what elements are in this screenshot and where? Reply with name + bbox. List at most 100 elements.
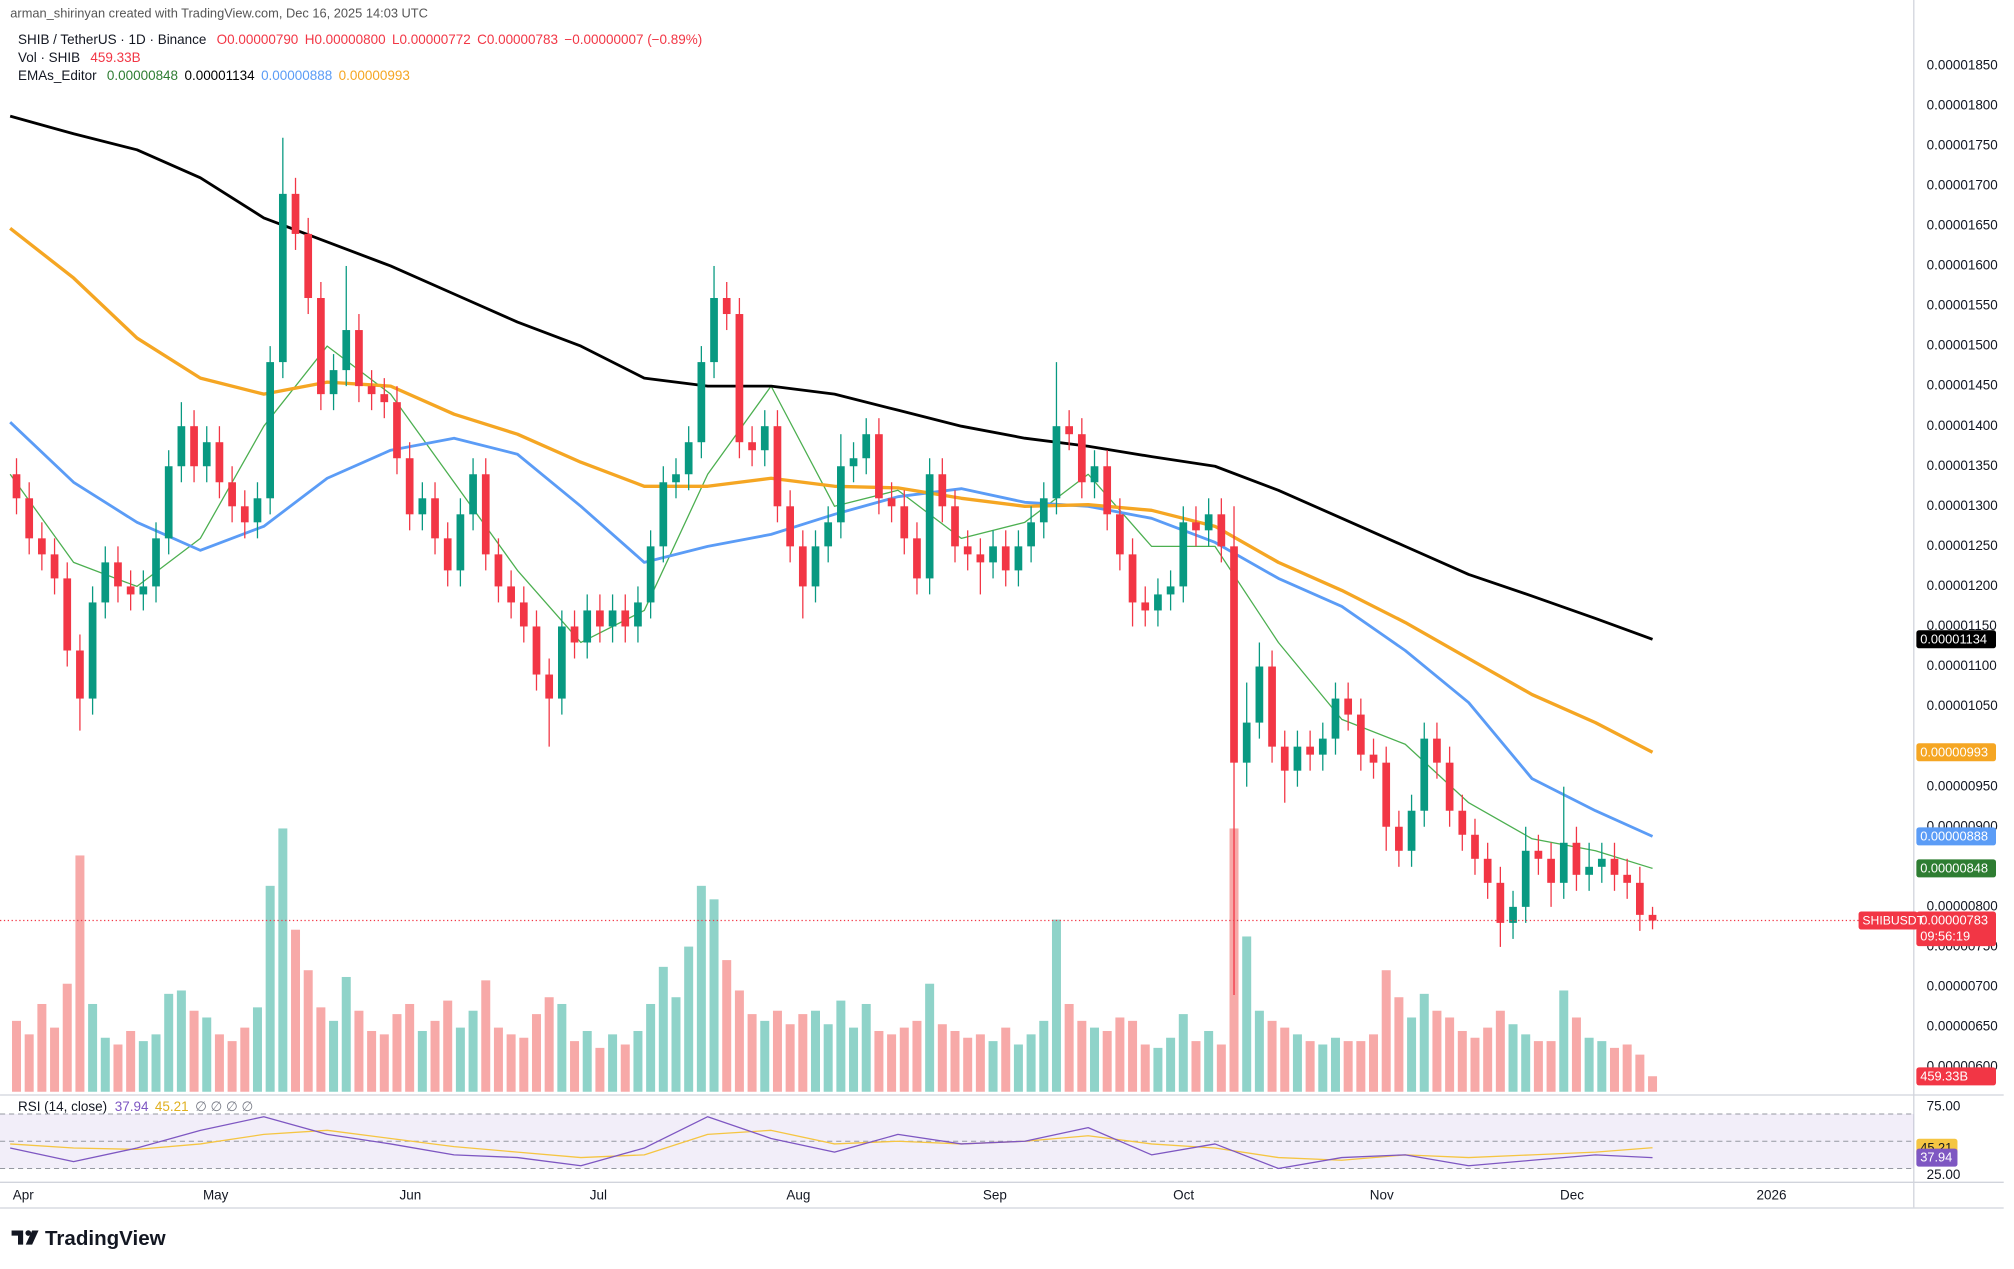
- volume-bar: [493, 1027, 503, 1092]
- ema-badge: 0.00001134: [1920, 631, 1987, 646]
- candle-body: [190, 426, 198, 467]
- volume-bar: [1521, 1034, 1531, 1092]
- volume-bar: [176, 990, 186, 1092]
- volume-bar: [519, 1037, 529, 1092]
- volume-bar: [633, 1030, 643, 1092]
- ema-value: 0.00000888: [261, 67, 332, 82]
- volume-bar: [37, 1003, 47, 1092]
- candle-body: [1166, 586, 1175, 595]
- candle-body: [938, 474, 947, 507]
- volume-bar: [12, 1020, 22, 1092]
- y-tick-label: 0.00001850: [1927, 57, 1998, 72]
- volume-bar: [75, 855, 85, 1092]
- candle-body: [1521, 850, 1530, 907]
- volume-bar: [1077, 1020, 1087, 1092]
- volume-bar: [1115, 1017, 1125, 1092]
- ema-value: 0.00000848: [107, 67, 178, 82]
- legend-line: SHIB / TetherUS · 1D · Binance O0.0000079…: [18, 31, 702, 46]
- credit: arman_shirinyan created with TradingView…: [10, 6, 428, 21]
- volume-bar: [1381, 970, 1391, 1092]
- volume-bar: [1191, 1041, 1201, 1092]
- volume-bar: [658, 966, 668, 1092]
- symbol-tag-bg: [1858, 911, 1918, 930]
- ema-value: 0.00001134: [184, 67, 255, 82]
- volume-bar: [189, 1010, 199, 1092]
- candle-body: [1623, 874, 1632, 883]
- candle-body: [1407, 810, 1416, 851]
- candle-body: [1014, 546, 1023, 571]
- volume-bar: [1090, 1027, 1100, 1092]
- candle-body: [1395, 826, 1403, 851]
- candle-body: [1496, 882, 1505, 923]
- y-tick-label: 0.00001550: [1927, 298, 1998, 313]
- rsi-na: ∅ ∅ ∅ ∅: [195, 1099, 253, 1114]
- logo-icon: [25, 1230, 32, 1236]
- ema-line: [9, 227, 1654, 754]
- candle-body: [1027, 522, 1035, 547]
- y-tick-label: 0.00001350: [1927, 458, 1998, 473]
- x-tick-label: Aug: [786, 1187, 810, 1202]
- candle-body: [342, 330, 351, 371]
- volume-bar: [278, 828, 288, 1092]
- candle-body: [215, 442, 224, 483]
- candle-body: [469, 474, 477, 515]
- candle-body: [329, 370, 338, 395]
- volume-bar: [1470, 1037, 1480, 1092]
- volume-bar: [430, 1020, 440, 1092]
- rsi-line: [10, 1116, 1653, 1170]
- volume-bar: [734, 990, 744, 1092]
- candle-body: [1559, 842, 1568, 883]
- volume-bar: [1242, 936, 1252, 1092]
- volume-bar: [861, 1003, 871, 1092]
- candle-body: [1382, 762, 1391, 827]
- volume-bar: [443, 1000, 453, 1092]
- volume-bar: [164, 993, 174, 1092]
- volume-bar: [1622, 1044, 1632, 1092]
- volume-bar: [354, 1010, 364, 1092]
- y-tick-label: 0.00001250: [1927, 538, 1998, 553]
- volume-bar: [531, 1014, 541, 1092]
- volume-bar: [1533, 1041, 1543, 1092]
- candle-body: [12, 474, 21, 499]
- ohlc-change: −0.00000007 (−0.89%): [564, 31, 702, 46]
- volume-bar: [138, 1041, 148, 1092]
- volume-bar: [214, 1034, 224, 1092]
- candle-body: [177, 426, 186, 467]
- candle-body: [278, 193, 287, 363]
- volume-bar: [1064, 1003, 1074, 1092]
- candle-body: [1242, 722, 1251, 763]
- candle-body: [951, 506, 959, 547]
- x-tick-label: Dec: [1560, 1187, 1584, 1202]
- candle-body: [291, 193, 300, 234]
- ema-line: [9, 345, 1653, 870]
- volume-bar: [1483, 1027, 1493, 1092]
- candle-body: [1065, 426, 1074, 435]
- volume-bar: [468, 1010, 478, 1092]
- candle-body: [1230, 546, 1238, 763]
- volume-bar: [1495, 1010, 1505, 1092]
- y-tick-label: 0.00001800: [1927, 97, 1998, 112]
- candle-body: [684, 442, 693, 475]
- volume-bar: [557, 1003, 567, 1092]
- x-tick-label: Jul: [590, 1187, 607, 1202]
- candle-body: [557, 626, 566, 699]
- volume-bar: [595, 1047, 605, 1092]
- logo-icon: [11, 1230, 39, 1245]
- candle-body: [1141, 602, 1150, 611]
- volume-bar: [379, 1034, 389, 1092]
- candle-body: [1420, 738, 1429, 811]
- candle-body: [1433, 738, 1441, 763]
- volume-bar: [240, 1027, 250, 1092]
- legend-line: RSI (14, close) 37.94 45.21 ∅ ∅ ∅ ∅: [18, 1099, 253, 1114]
- ema-line: [9, 421, 1654, 838]
- ohlc-open: O0.00000790: [217, 31, 299, 46]
- volume-bar: [1166, 1037, 1176, 1092]
- volume-bar: [1559, 990, 1569, 1092]
- volume-bar: [671, 997, 681, 1092]
- candle-body: [735, 314, 744, 443]
- candle-body: [507, 586, 515, 603]
- candle-body: [431, 498, 439, 539]
- rsi-value: 37.94: [115, 1099, 149, 1114]
- legend-line: Vol · SHIB 459.33B: [18, 49, 141, 64]
